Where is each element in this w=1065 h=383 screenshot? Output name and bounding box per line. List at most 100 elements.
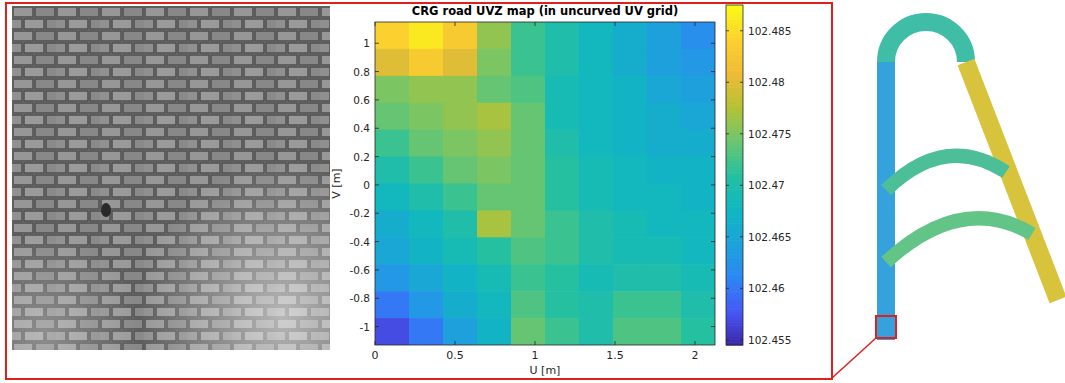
heatmap-cell <box>545 49 580 77</box>
heatmap-cell <box>443 318 478 345</box>
colorbar-frame <box>726 5 743 345</box>
heatmap-cell <box>579 49 614 77</box>
heatmap-cell <box>613 184 648 212</box>
heatmap-cell <box>681 49 715 77</box>
colorbar-band <box>726 5 743 8</box>
heatmap-cell <box>579 130 614 158</box>
photo-bricks <box>12 6 330 350</box>
x-tick <box>695 22 696 26</box>
x-tick-label: 0 <box>372 349 379 362</box>
heatmap-cell <box>443 49 478 77</box>
heatmap-cell <box>511 49 546 77</box>
axes: 00.511.52-1-0.8-0.6-0.4-0.200.20.40.60.8… <box>330 22 715 377</box>
road-arch <box>886 22 966 62</box>
heatmap-cell <box>477 237 512 265</box>
heatmap-cell <box>375 130 410 158</box>
heatmap-cell <box>681 184 715 212</box>
y-tick <box>711 213 715 214</box>
heatmap-cell <box>579 210 614 238</box>
heatmap-cell <box>681 237 715 265</box>
heatmap-cell <box>647 291 682 319</box>
y-tick-label: -0.4 <box>350 236 371 248</box>
y-tick <box>711 99 715 100</box>
y-tick <box>711 298 715 299</box>
heatmap-cell <box>477 318 512 345</box>
colorbar-tick-label: 102.465 <box>748 231 791 243</box>
colorbar-tick <box>740 82 743 83</box>
heatmap-cell <box>477 22 512 50</box>
y-tick-label: -0.2 <box>350 207 371 219</box>
heatmap-cell <box>409 103 444 131</box>
heatmap-cell <box>443 76 478 104</box>
colorbar-tick-label: 102.455 <box>748 334 791 346</box>
heatmap-cell <box>375 291 410 319</box>
x-tick <box>535 341 536 345</box>
heatmap-cell <box>579 184 614 212</box>
colorbar-tick <box>726 236 729 237</box>
heatmap-cell <box>443 291 478 319</box>
road-stem <box>877 62 895 340</box>
colorbar-tick-label: 102.48 <box>748 76 785 88</box>
heatmap-cell <box>443 130 478 158</box>
heatmap-cell <box>681 130 715 158</box>
heatmap-cell <box>545 103 580 131</box>
heatmap-cell <box>409 130 444 158</box>
heatmap-cell <box>613 318 648 345</box>
x-tick <box>375 22 376 26</box>
x-tick <box>615 22 616 26</box>
heatmap-cell <box>545 264 580 292</box>
photo-glare <box>12 6 330 350</box>
road-diagonal <box>966 62 1058 300</box>
y-tick <box>711 241 715 242</box>
heatmap-cell <box>647 103 682 131</box>
road-crossing <box>886 156 1006 190</box>
y-tick <box>375 269 379 270</box>
heatmap-cell <box>681 318 715 345</box>
y-tick-label: -0.8 <box>350 292 371 304</box>
y-tick <box>711 184 715 185</box>
heatmap-cell <box>613 103 648 131</box>
heatmap-cell <box>511 184 546 212</box>
colorbar-tick-label: 102.46 <box>748 282 785 294</box>
heatmap-cell <box>511 210 546 238</box>
canvas: 00.511.52-1-0.8-0.6-0.4-0.200.20.40.60.8… <box>0 0 1065 383</box>
heatmap-cell <box>613 130 648 158</box>
heatmap-cell <box>647 130 682 158</box>
heatmap-cell <box>409 318 444 345</box>
colorbar-tick-label: 102.475 <box>748 128 791 140</box>
heatmap-cell <box>409 237 444 265</box>
heatmap-cell <box>613 49 648 77</box>
heatmap-cell <box>613 210 648 238</box>
y-tick <box>711 128 715 129</box>
heatmap-cell <box>477 103 512 131</box>
x-tick-label: 1 <box>532 349 539 362</box>
heatmap-cell <box>579 22 614 50</box>
y-tick <box>711 269 715 270</box>
heatmap-cell <box>375 103 410 131</box>
colorbar-tick <box>740 236 743 237</box>
heatmap-cell <box>443 157 478 185</box>
heatmap-cell <box>477 210 512 238</box>
photo-glare <box>12 6 330 350</box>
road-map <box>832 22 1058 378</box>
colorbar-tick-label: 102.485 <box>748 25 791 37</box>
x-tick-label: 1.5 <box>606 349 624 362</box>
heatmap-cell <box>477 264 512 292</box>
colorbar-tick <box>740 339 743 340</box>
heatmap-cell <box>545 210 580 238</box>
heatmap-cell <box>647 318 682 345</box>
x-tick <box>695 341 696 345</box>
heatmap-cell <box>613 76 648 104</box>
heatmap-cell <box>375 264 410 292</box>
heatmap-cell <box>477 49 512 77</box>
heatmap-cell <box>579 237 614 265</box>
heatmap-cell <box>647 264 682 292</box>
heatmap-cell <box>511 318 546 345</box>
x-tick <box>455 22 456 26</box>
heatmap-cell <box>613 237 648 265</box>
heatmap-cell <box>545 184 580 212</box>
y-axis-title: V [m] <box>330 168 343 198</box>
x-tick <box>615 341 616 345</box>
x-tick <box>535 22 536 26</box>
photo <box>12 6 330 350</box>
